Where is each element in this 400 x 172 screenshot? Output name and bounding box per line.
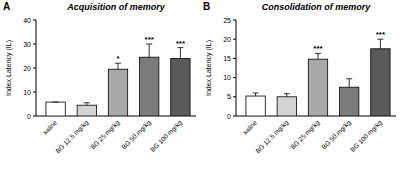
y-axis-label: Index Latency (IL)	[205, 40, 213, 96]
y-tick	[33, 44, 36, 45]
x-tick-label: saline	[41, 118, 58, 135]
bar	[46, 102, 65, 116]
y-tick	[33, 20, 36, 21]
panel: B Consolidation of memory Index Latency (I…	[203, 1, 396, 155]
error-bar	[118, 63, 119, 69]
bars	[46, 44, 190, 116]
significance: ***	[176, 39, 186, 48]
bar	[246, 96, 265, 116]
y-tick-label: 20	[223, 36, 231, 43]
y-tick	[233, 96, 236, 97]
error-bar	[255, 93, 256, 96]
bar	[277, 97, 296, 116]
x-tick-label: BG 25 mg/kg	[289, 118, 322, 151]
significance: ***	[145, 35, 155, 44]
y-tick	[233, 39, 236, 40]
y-tick-label: 25	[223, 17, 231, 24]
error-cap	[346, 78, 352, 79]
bar	[108, 69, 127, 116]
title: Consolidation of memory	[262, 2, 372, 12]
x-tick-label: saline	[241, 118, 258, 135]
y-tick-label: 10	[223, 74, 231, 81]
significance: *	[116, 54, 120, 63]
x-tick-label: BG 12.5 mg/kg	[254, 118, 291, 155]
y-tick-label: 20	[23, 65, 31, 72]
bar	[340, 87, 359, 116]
y-axis-label: Index Latency (IL)	[5, 40, 13, 96]
y-tick	[233, 77, 236, 78]
x-tick-label: BG 100 mg/kg	[149, 118, 184, 153]
x-tick-label: BG 25 mg/kg	[89, 118, 122, 151]
y-tick-label: 0	[227, 113, 231, 120]
bar	[308, 59, 327, 116]
figure: A Acquisition of memory Index Latency (IL)…	[0, 0, 400, 172]
y-tick	[33, 68, 36, 69]
error-cap	[53, 102, 59, 103]
bar	[140, 57, 159, 116]
bars	[246, 39, 390, 116]
error-bar	[318, 53, 319, 59]
error-bar	[380, 39, 381, 49]
bar	[77, 105, 96, 116]
title: Acquisition of memory	[66, 2, 166, 12]
x-tick-label: BG 50 mg/kg	[120, 118, 153, 151]
error-bar	[180, 48, 181, 59]
error-bar	[286, 94, 287, 97]
y-tick-label: 15	[223, 55, 231, 62]
y-tick-label: 5	[227, 93, 231, 100]
y-tick-label: 40	[23, 17, 31, 24]
bar	[371, 49, 390, 116]
error-bar	[349, 79, 350, 87]
y-tick-label: 30	[23, 41, 31, 48]
y-tick-label: 0	[27, 113, 31, 120]
panel-label: B	[203, 1, 210, 12]
y-tick-label: 10	[23, 89, 31, 96]
x-tick-label: BG 12.5 mg/kg	[54, 118, 91, 155]
y-tick	[33, 92, 36, 93]
y-tick	[233, 58, 236, 59]
y-axis	[236, 20, 237, 116]
significance: ***	[376, 30, 386, 39]
error-cap	[84, 102, 90, 103]
y-tick	[233, 116, 236, 117]
panel-label: A	[3, 1, 10, 12]
error-bar	[149, 44, 150, 57]
y-tick	[33, 116, 36, 117]
x-tick-label: BG 50 mg/kg	[320, 118, 353, 151]
panel: A Acquisition of memory Index Latency (IL)…	[3, 1, 196, 155]
x-tick-label: BG 100 mg/kg	[349, 118, 384, 153]
error-cap	[253, 92, 259, 93]
significance: ***	[313, 44, 323, 53]
y-tick	[233, 20, 236, 21]
error-cap	[284, 93, 290, 94]
bar	[171, 58, 190, 116]
